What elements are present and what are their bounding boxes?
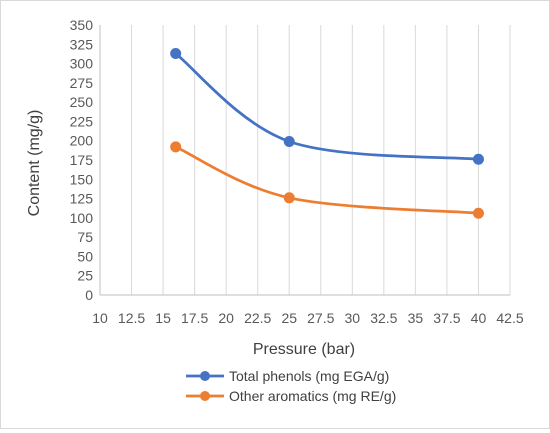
x-tick-label: 42.5 [496,310,523,326]
y-tick-label: 250 [70,94,94,110]
x-axis-ticks: 10 12.5 15 17.5 20 22.5 25 27.5 30 32.5 35 37.5 40 42… [92,310,524,326]
x-tick-label: 35 [408,310,424,326]
y-tick-label: 300 [70,56,94,72]
y-tick-label: 275 [70,75,94,91]
x-tick-label: 15 [155,310,171,326]
legend-marker-2 [200,391,210,401]
legend-label-1: Total phenols (mg EGA/g) [229,368,389,384]
y-tick-label: 350 [70,17,94,33]
x-tick-label: 22.5 [244,310,271,326]
y-axis-title: Content (mg/g) [26,110,43,217]
data-point-series-2 [170,141,182,153]
x-tick-label: 27.5 [307,310,334,326]
y-tick-label: 325 [70,36,94,52]
legend-marker-1 [200,371,210,381]
axes [99,25,510,296]
y-tick-label: 75 [77,229,93,245]
data-point-series-2 [472,207,484,219]
x-tick-label: 37.5 [433,310,460,326]
y-tick-label: 225 [70,113,94,129]
legend: Total phenols (mg EGA/g) Other aromatics … [186,368,396,404]
y-axis-ticks: 0 25 50 75 100 125 150 175 200 225 250 275 300 325 350 [70,17,94,303]
x-tick-label: 30 [345,310,361,326]
x-tick-label: 25 [281,310,297,326]
series-markers [170,48,484,219]
y-tick-label: 50 [77,248,93,264]
data-point-series-1 [283,135,295,147]
y-tick-label: 175 [70,152,94,168]
series-lines [174,52,480,215]
legend-label-2: Other aromatics (mg RE/g) [229,388,396,404]
x-tick-label: 20 [218,310,234,326]
data-point-series-1 [170,48,182,60]
y-tick-label: 0 [85,287,93,303]
x-tick-label: 12.5 [118,310,145,326]
data-point-series-2 [283,192,295,204]
y-tick-label: 25 [77,268,93,284]
x-tick-label: 32.5 [370,310,397,326]
x-tick-label: 17.5 [181,310,208,326]
x-axis-title: Pressure (bar) [253,341,355,358]
x-tick-label: 10 [92,310,108,326]
x-tick-label: 40 [471,310,487,326]
y-tick-label: 100 [70,210,94,226]
y-tick-label: 200 [70,133,94,149]
y-tick-label: 125 [70,191,94,207]
data-point-series-1 [472,153,484,165]
y-tick-label: 150 [70,171,94,187]
series-line-1 [174,52,480,161]
